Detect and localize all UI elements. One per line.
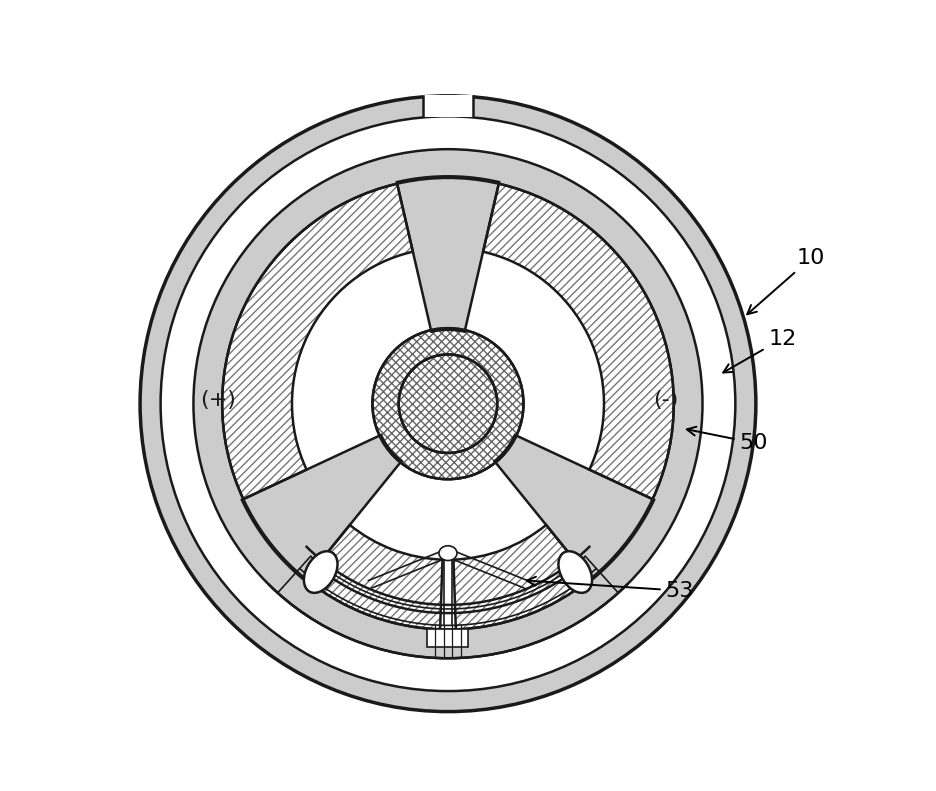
Circle shape xyxy=(399,354,497,453)
Text: 12: 12 xyxy=(723,328,796,373)
Polygon shape xyxy=(396,176,499,331)
Circle shape xyxy=(222,178,673,630)
Ellipse shape xyxy=(438,546,457,561)
Bar xyxy=(423,95,472,117)
Polygon shape xyxy=(494,435,653,581)
Polygon shape xyxy=(241,435,401,581)
Bar xyxy=(427,629,468,647)
Wedge shape xyxy=(305,525,442,630)
Ellipse shape xyxy=(303,551,337,593)
Text: (-): (-) xyxy=(652,390,678,410)
Wedge shape xyxy=(222,184,413,499)
Text: 50: 50 xyxy=(686,426,768,453)
Circle shape xyxy=(139,96,755,712)
Circle shape xyxy=(372,328,523,479)
Text: (+): (+) xyxy=(200,390,236,410)
Text: 10: 10 xyxy=(747,248,825,314)
Ellipse shape xyxy=(558,551,592,593)
Text: 53: 53 xyxy=(526,577,694,600)
Wedge shape xyxy=(483,184,673,499)
Wedge shape xyxy=(453,525,590,630)
